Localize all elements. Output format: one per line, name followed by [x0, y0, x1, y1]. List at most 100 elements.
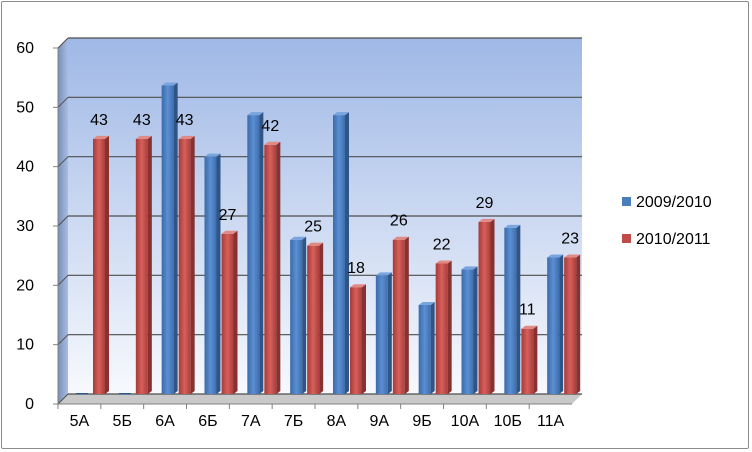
bar-side	[447, 260, 452, 394]
bar-series2	[221, 230, 238, 394]
data-label: 11	[519, 302, 536, 319]
y-axis: 0 10 20 30 40 50 60	[16, 40, 59, 413]
y-tick-label: 20	[16, 277, 34, 294]
y-tick-label: 30	[16, 218, 34, 235]
legend-swatch	[622, 234, 631, 243]
x-tick-label: 5Б	[113, 413, 132, 430]
bar-side	[173, 82, 178, 394]
bar-front	[392, 239, 405, 394]
bar-series1	[204, 153, 221, 394]
bar-front	[118, 393, 131, 395]
bar-side	[533, 325, 538, 394]
bar-top	[504, 224, 521, 228]
x-tick-label: 5А	[70, 413, 90, 430]
bar-top	[521, 325, 538, 329]
bar-front	[521, 328, 534, 394]
bar-top	[135, 135, 152, 139]
bar-side	[233, 230, 238, 394]
x-tick-label: 7А	[241, 413, 261, 430]
bar-side	[276, 141, 281, 394]
bar-side	[516, 224, 521, 394]
y-tick-label: 50	[16, 99, 34, 116]
x-tick-label: 11А	[537, 413, 565, 430]
bar-top	[178, 135, 195, 139]
y-tick-label: 10	[16, 337, 34, 354]
bar-series1	[461, 266, 478, 394]
bar-front	[76, 393, 88, 395]
bar-top	[290, 236, 307, 240]
legend-label: 2009/2010	[636, 194, 712, 211]
bar-top	[461, 266, 478, 270]
bar-series2	[93, 135, 109, 394]
x-tick-label: 9Б	[412, 413, 431, 430]
bar-front	[435, 263, 448, 394]
data-label: 18	[347, 260, 365, 277]
bar-top	[307, 242, 324, 246]
bar-side	[147, 135, 152, 394]
bar-top	[264, 141, 281, 145]
x-tick-label: 9А	[369, 413, 389, 430]
bar-series2	[350, 284, 366, 394]
data-label: 43	[133, 112, 151, 129]
data-label: 42	[261, 118, 279, 135]
bar-front	[375, 275, 388, 394]
bar-series1	[418, 302, 435, 394]
bar-top	[247, 112, 264, 116]
bar-top	[564, 254, 581, 258]
bar-top	[93, 135, 109, 139]
x-tick-label: 6Б	[198, 413, 217, 430]
bar-front	[333, 115, 345, 394]
bar-series1	[375, 272, 392, 394]
bar-series1	[333, 112, 349, 394]
bar-side	[259, 112, 264, 394]
y-tick-label: 60	[16, 40, 34, 57]
bar-top	[350, 284, 366, 288]
bar-series2	[392, 236, 409, 394]
bar-front	[204, 156, 217, 394]
bar-top	[478, 218, 495, 222]
bar-front	[93, 138, 105, 394]
data-labels: 43 43 43 27 42 25 18 26 22 29 11 23	[90, 112, 579, 319]
bar-series2	[307, 242, 324, 394]
bar-side	[319, 242, 324, 394]
legend-label: 2010/2011	[636, 231, 711, 248]
bar-side	[302, 236, 307, 394]
legend-swatch	[622, 197, 631, 206]
bar-series2	[435, 260, 452, 394]
plot-floor	[58, 394, 582, 404]
bar-top	[418, 302, 435, 305]
bar-front	[350, 287, 362, 394]
bar-series1	[161, 82, 178, 394]
bar-series2	[521, 325, 538, 394]
bar-side	[345, 112, 349, 394]
bar-side	[105, 135, 109, 394]
legend: 2009/2010 2010/2011	[622, 194, 712, 248]
bar-top	[204, 153, 221, 157]
bar-series1	[290, 236, 307, 394]
bar-front	[135, 138, 148, 394]
bar-front	[564, 257, 577, 394]
bar-series2	[478, 218, 495, 394]
data-label: 43	[90, 112, 108, 129]
bar-top	[435, 260, 452, 264]
bar-top	[221, 230, 238, 234]
bar-side	[430, 302, 435, 394]
bar-top	[161, 82, 178, 86]
bar-series2	[564, 254, 581, 394]
bar-front	[178, 138, 191, 394]
data-label: 27	[219, 207, 237, 224]
x-tick-label: 10А	[451, 413, 480, 430]
bar-top	[392, 236, 409, 240]
bar-side	[490, 218, 495, 394]
bar-top	[333, 112, 349, 116]
y-tick-label: 0	[25, 396, 34, 413]
data-label: 29	[476, 195, 494, 212]
bar-front	[264, 144, 277, 394]
bar-series2	[264, 141, 281, 394]
gridline-side	[57, 334, 69, 346]
gridline-side	[57, 215, 69, 227]
bar-front	[504, 227, 517, 394]
gridline-side	[57, 393, 69, 405]
bar-front	[161, 85, 174, 394]
